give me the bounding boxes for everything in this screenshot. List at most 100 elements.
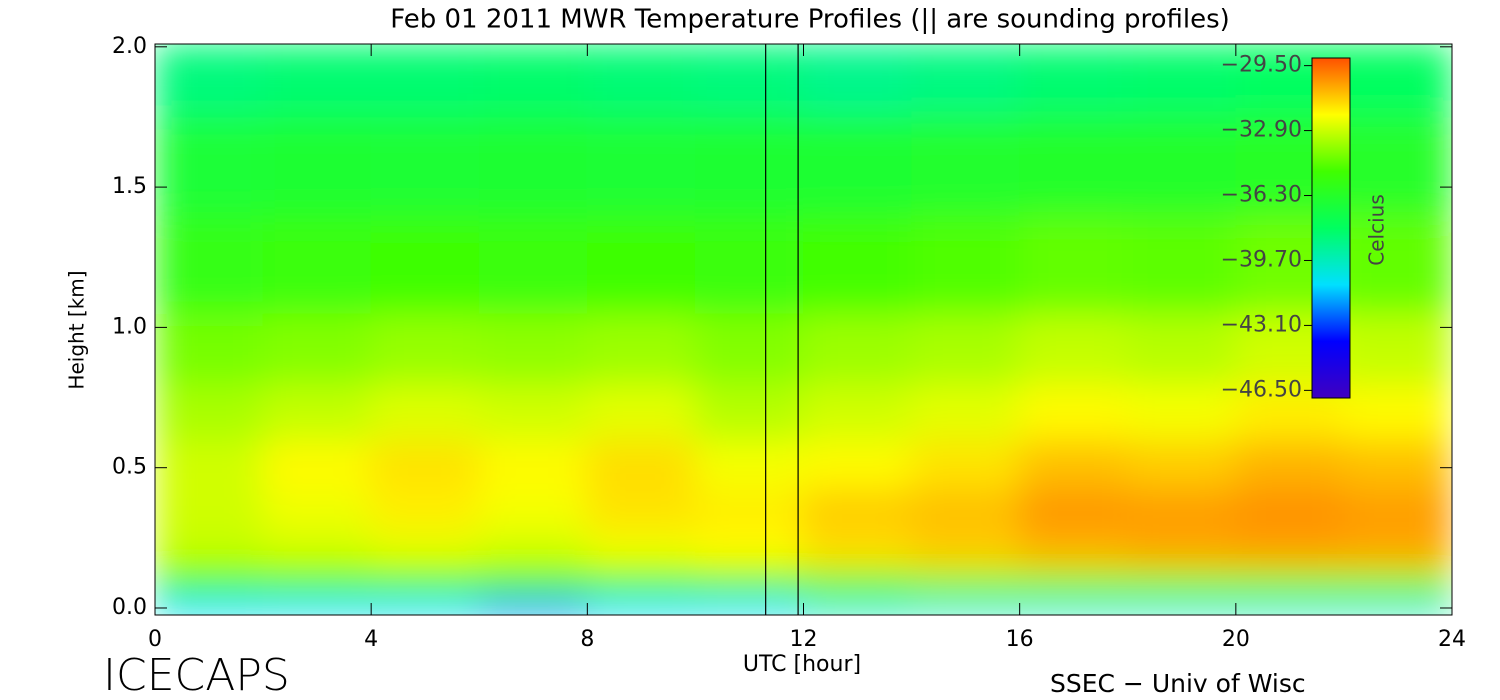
heat-cell: [155, 594, 264, 615]
colorbar-tick-label: −36.30: [1221, 183, 1302, 208]
heat-cell: [155, 568, 264, 596]
heat-cell: [370, 568, 480, 596]
heat-cell: [370, 214, 480, 314]
heat-cell: [911, 383, 1021, 441]
heat-cell: [803, 594, 913, 615]
heat-cell: [262, 488, 372, 532]
heat-cell: [911, 44, 1021, 118]
heat-cell: [694, 439, 804, 490]
heat-cell: [478, 530, 588, 570]
heat-cell: [478, 488, 588, 532]
heat-cell: [1343, 116, 1452, 216]
chart-title: Feb 01 2011 MWR Temperature Profiles (||…: [390, 5, 1230, 35]
heat-cell: [586, 530, 696, 570]
colorbar: [1311, 57, 1351, 399]
heat-cell: [694, 312, 804, 385]
heat-cell: [586, 568, 696, 596]
footer-right: SSEC − Univ of Wisc: [1050, 669, 1306, 698]
heat-cell: [1019, 594, 1129, 615]
heat-cell: [1127, 530, 1237, 570]
heat-cell: [1019, 568, 1129, 596]
heat-cell: [694, 530, 804, 570]
heat-cell: [694, 568, 804, 596]
heat-cell: [155, 116, 264, 216]
heat-cell: [1127, 214, 1237, 314]
colorbar-tick-label: −32.90: [1221, 118, 1302, 143]
heat-cell: [694, 214, 804, 314]
heat-cell: [262, 568, 372, 596]
x-tick-label: 16: [1006, 627, 1034, 652]
heat-cell: [586, 116, 696, 216]
heat-cell: [911, 568, 1021, 596]
heat-cell: [262, 214, 372, 314]
heat-cell: [262, 44, 372, 118]
heatmap-cells: [155, 44, 1452, 615]
heat-cell: [803, 488, 913, 532]
y-tick-label: 0.5: [112, 455, 147, 480]
heat-cell: [911, 439, 1021, 490]
heat-cell: [911, 214, 1021, 314]
heat-cell: [1019, 383, 1129, 441]
heat-cell: [803, 312, 913, 385]
heat-cell: [478, 44, 588, 118]
x-tick-label: 8: [580, 627, 594, 652]
heat-cell: [803, 439, 913, 490]
heat-cell: [694, 383, 804, 441]
colorbar-tick-label: −43.10: [1221, 312, 1302, 337]
heat-cell: [1019, 44, 1129, 118]
heat-cell: [1235, 594, 1345, 615]
heat-cell: [370, 530, 480, 570]
heat-cell: [262, 594, 372, 615]
heat-cell: [370, 594, 480, 615]
heat-cell: [1019, 488, 1129, 532]
heat-cell: [262, 530, 372, 570]
y-tick-label: 1.5: [112, 174, 147, 199]
footer-left: ICECAPS: [103, 650, 290, 700]
x-tick-label: 12: [790, 627, 818, 652]
heat-cell: [1235, 530, 1345, 570]
heat-cell: [262, 312, 372, 385]
heat-cell: [155, 439, 264, 490]
heat-cell: [478, 214, 588, 314]
heat-cell: [1127, 568, 1237, 596]
heat-cell: [1343, 312, 1452, 385]
heat-cell: [478, 594, 588, 615]
x-tick-label: 0: [148, 627, 162, 652]
x-tick-label: 20: [1222, 627, 1250, 652]
heat-cell: [1127, 116, 1237, 216]
heat-cell: [155, 214, 264, 314]
heat-cell: [1019, 214, 1129, 314]
heat-cell: [478, 439, 588, 490]
heat-cell: [803, 214, 913, 314]
y-tick-label: 0.0: [112, 595, 147, 620]
heat-cell: [155, 488, 264, 532]
heat-cell: [370, 312, 480, 385]
heat-cell: [694, 594, 804, 615]
heat-cell: [262, 116, 372, 216]
heat-cell: [1343, 568, 1452, 596]
heat-cell: [911, 488, 1021, 532]
heat-cell: [478, 116, 588, 216]
heat-cell: [1019, 116, 1129, 216]
plot-frame: [154, 43, 1453, 616]
heat-cell: [1127, 594, 1237, 615]
heat-cell: [586, 44, 696, 118]
heat-cell: [586, 383, 696, 441]
heat-cell: [694, 116, 804, 216]
heat-cell: [370, 44, 480, 118]
colorbar-label: Celcius: [1365, 194, 1389, 265]
heat-cell: [1235, 568, 1345, 596]
heat-cell: [803, 116, 913, 216]
heat-cell: [155, 312, 264, 385]
heat-cell: [478, 383, 588, 441]
heat-cell: [155, 530, 264, 570]
heat-cell: [1235, 488, 1345, 532]
x-tick-label: 4: [364, 627, 378, 652]
heat-cell: [1343, 530, 1452, 570]
heatmap: [155, 44, 1452, 615]
colorbar-tick-label: −46.50: [1221, 377, 1302, 402]
heat-cell: [586, 488, 696, 532]
heat-cell: [370, 488, 480, 532]
heat-cell: [1019, 439, 1129, 490]
